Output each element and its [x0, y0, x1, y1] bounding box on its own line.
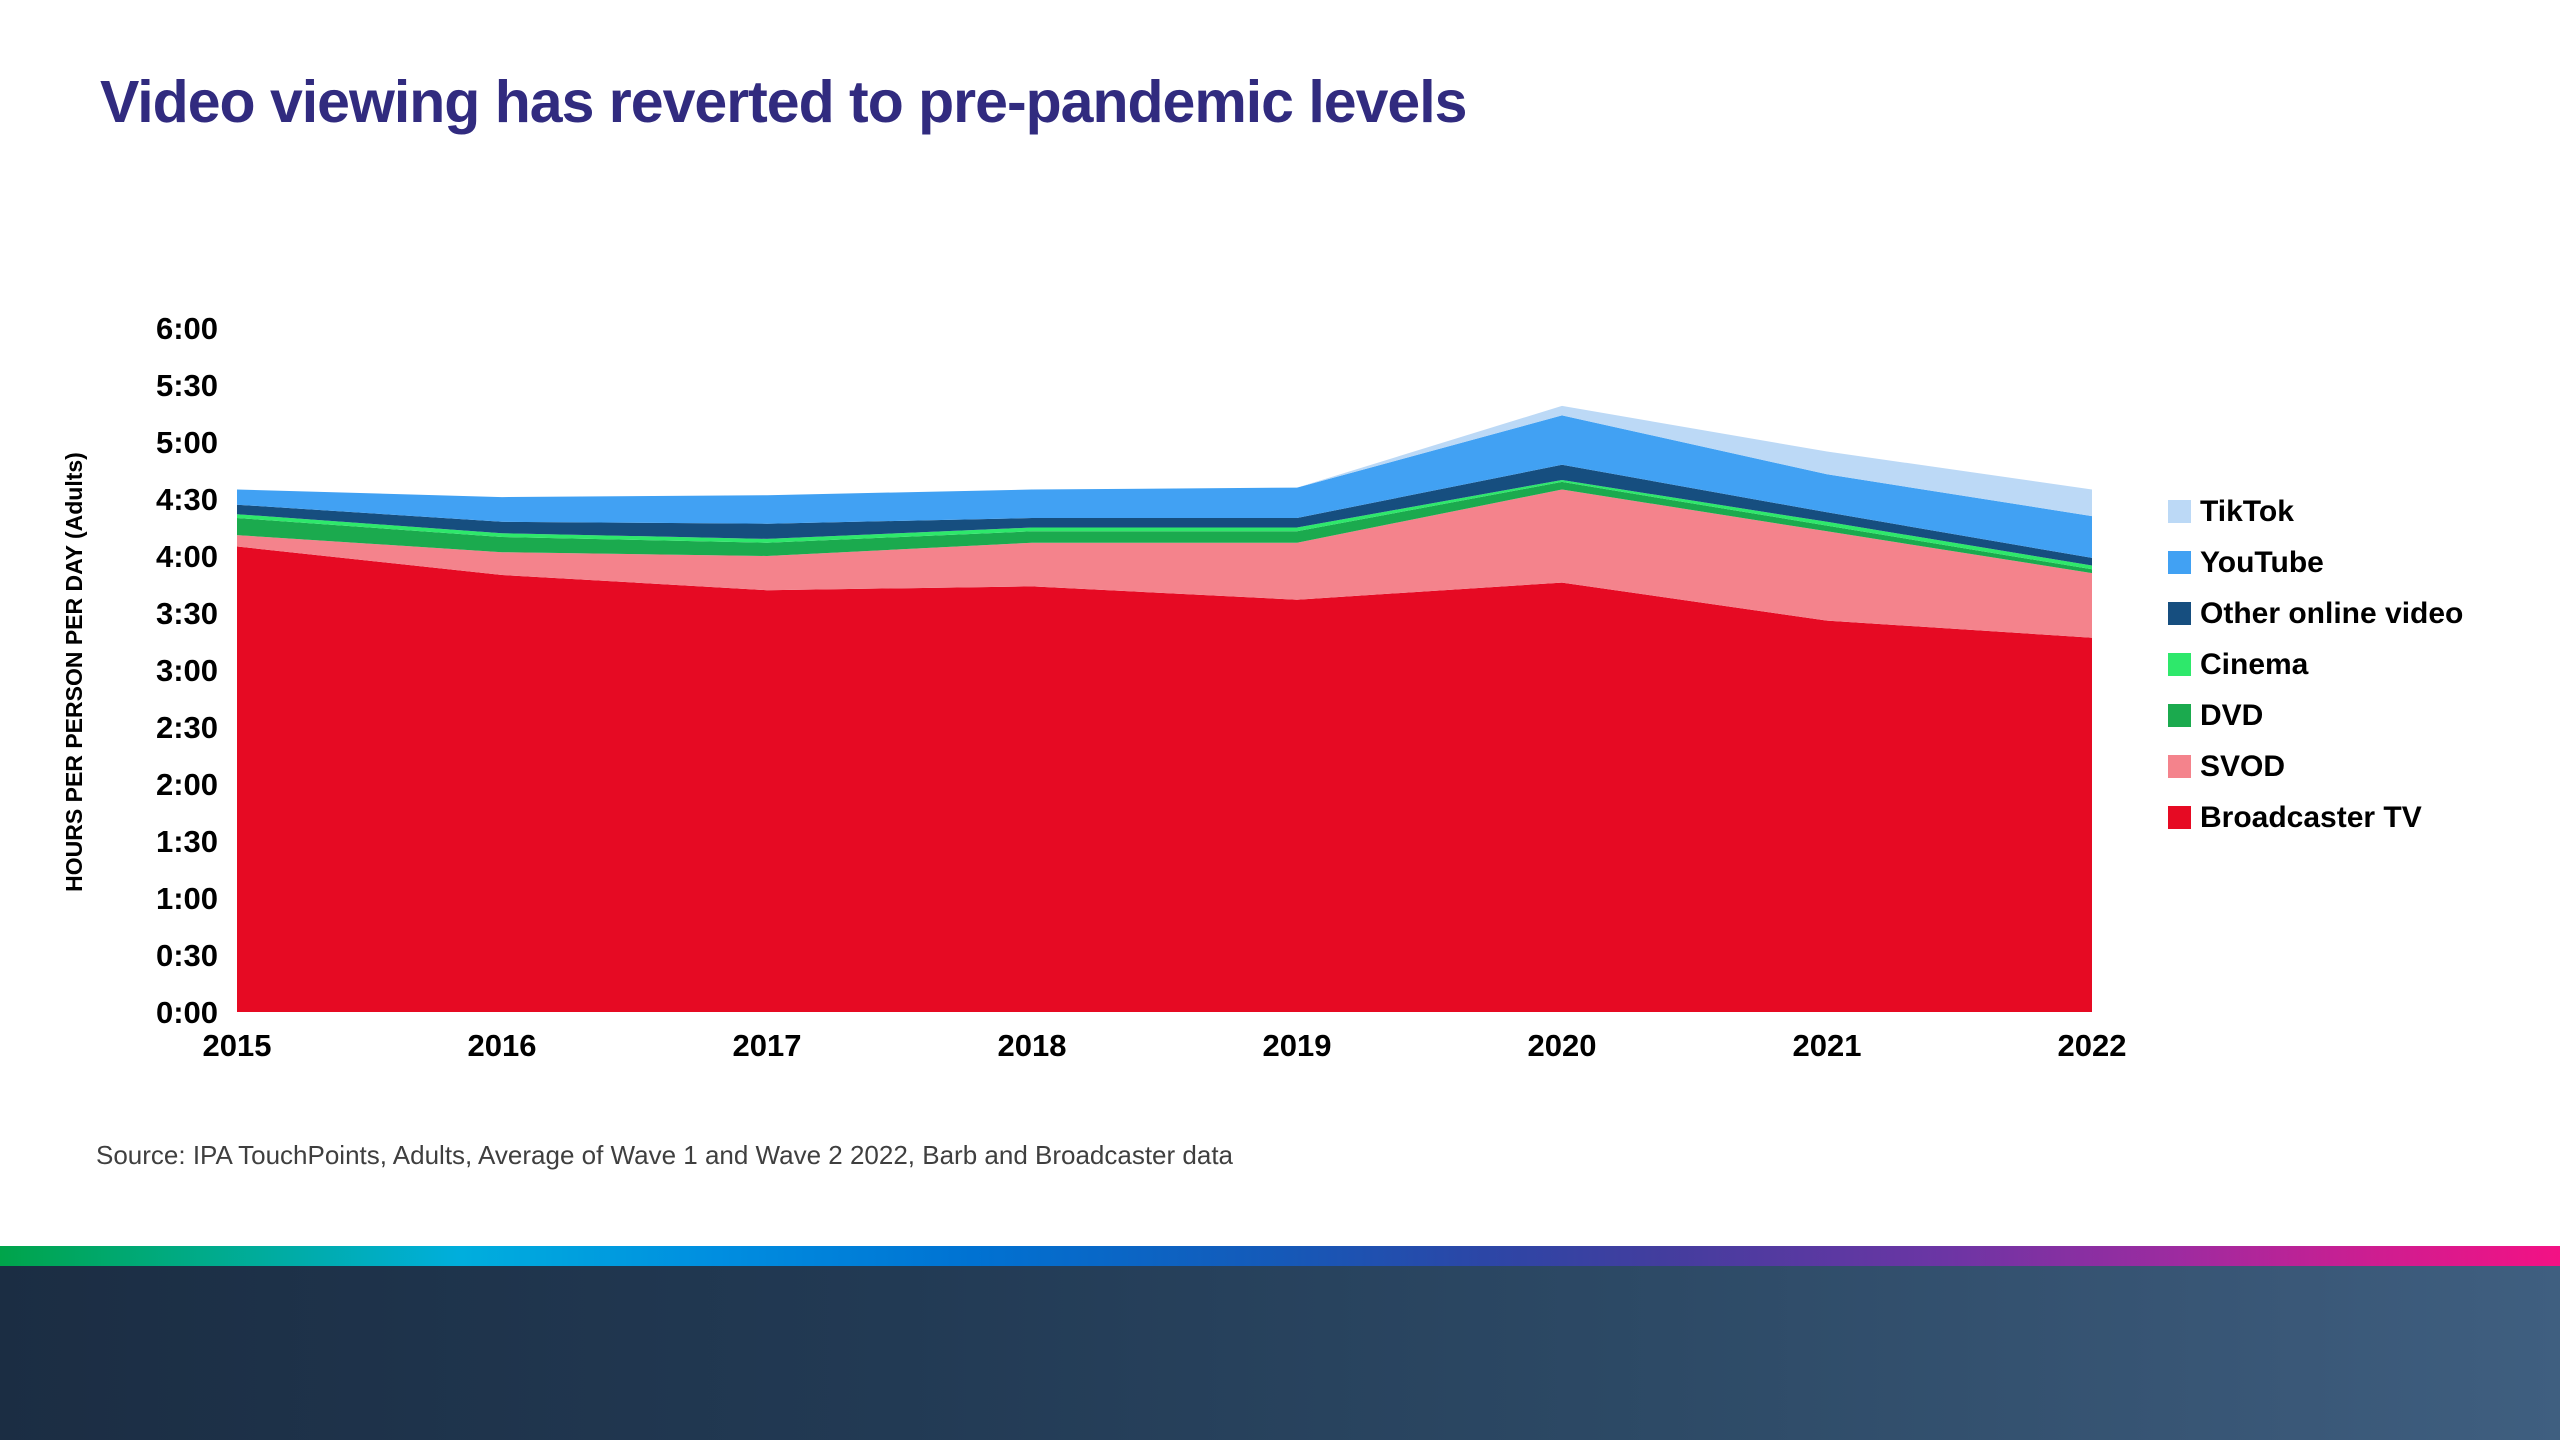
legend-label: YouTube [2200, 545, 2324, 579]
legend-swatch-cinema-icon [2168, 653, 2191, 676]
x-tick-label: 2021 [1793, 1028, 1862, 1063]
legend-swatch-youtube-icon [2168, 551, 2191, 574]
footer-bar: thinkbox [0, 1266, 2560, 1440]
y-tick-label: 2:30 [156, 710, 218, 745]
y-tick-label: 0:00 [156, 995, 218, 1030]
y-tick-label: 1:30 [156, 824, 218, 859]
legend-swatch-broadcaster-tv-icon [2168, 806, 2191, 829]
y-tick-label: 4:30 [156, 482, 218, 517]
y-tick-label: 1:00 [156, 881, 218, 916]
legend-item-svod: SVOD [2168, 741, 2463, 792]
legend-item-dvd: DVD [2168, 690, 2463, 741]
legend-item-youtube: YouTube [2168, 537, 2463, 588]
legend-item-broadcaster-tv: Broadcaster TV [2168, 792, 2463, 843]
x-tick-label: 2015 [203, 1028, 272, 1063]
y-tick-label: 3:00 [156, 653, 218, 688]
area-series-broadcaster-tv [237, 546, 2092, 1012]
area-series-dvd [237, 481, 2092, 574]
y-tick-label: 0:30 [156, 938, 218, 973]
x-tick-label: 2018 [998, 1028, 1067, 1063]
legend-swatch-other-online-video-icon [2168, 602, 2191, 625]
page-title: Video viewing has reverted to pre-pandem… [100, 69, 1467, 135]
legend-label: SVOD [2200, 749, 2286, 783]
x-tick-label: 2017 [733, 1028, 802, 1063]
footer-gradient-strip [0, 1246, 2560, 1266]
legend-label: TikTok [2200, 494, 2294, 528]
y-tick-label: 6:00 [156, 311, 218, 346]
y-tick-label: 3:30 [156, 596, 218, 631]
y-tick-label: 2:00 [156, 767, 218, 802]
area-series-other-online-video [237, 464, 2092, 566]
legend-item-other-online-video: Other online video [2168, 588, 2463, 639]
legend-item-cinema: Cinema [2168, 639, 2463, 690]
legend-item-tiktok: TikTok [2168, 486, 2463, 537]
x-tick-label: 2016 [468, 1028, 537, 1063]
area-series-svod [237, 489, 2092, 638]
legend-label: DVD [2200, 698, 2264, 732]
legend-swatch-tiktok-icon [2168, 500, 2191, 523]
y-tick-label: 4:00 [156, 539, 218, 574]
chart-legend: TikTok YouTube Other online video Cinema… [2168, 486, 2463, 843]
legend-label: Broadcaster TV [2200, 800, 2422, 834]
y-tick-label: 5:00 [156, 425, 218, 460]
x-tick-label: 2022 [2058, 1028, 2127, 1063]
legend-swatch-svod-icon [2168, 755, 2191, 778]
y-axis-title: HOURS PER PERSON PER DAY (Adults) [61, 452, 87, 892]
area-series-youtube [237, 415, 2092, 558]
x-tick-label: 2019 [1263, 1028, 1332, 1063]
y-tick-label: 5:30 [156, 368, 218, 403]
x-tick-label: 2020 [1528, 1028, 1597, 1063]
source-note: Source: IPA TouchPoints, Adults, Average… [96, 1140, 1234, 1170]
legend-swatch-dvd-icon [2168, 704, 2191, 727]
legend-label: Cinema [2200, 647, 2309, 681]
legend-label: Other online video [2200, 596, 2464, 630]
